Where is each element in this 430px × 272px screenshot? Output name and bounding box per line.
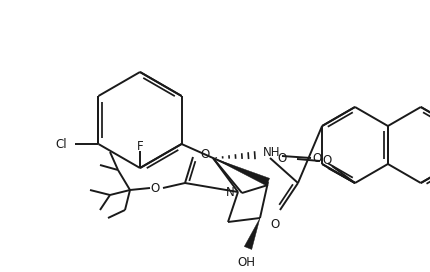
Text: OH: OH [237, 255, 255, 268]
Polygon shape [244, 218, 260, 249]
Text: O: O [322, 154, 332, 168]
Text: O: O [278, 153, 287, 165]
Text: O: O [312, 152, 322, 165]
Text: O: O [270, 218, 280, 230]
Polygon shape [213, 158, 270, 186]
Text: F: F [137, 140, 143, 153]
Text: N: N [226, 186, 234, 199]
Text: O: O [150, 181, 160, 194]
Text: Cl: Cl [56, 138, 68, 150]
Text: O: O [200, 149, 210, 162]
Text: NH: NH [263, 147, 280, 159]
